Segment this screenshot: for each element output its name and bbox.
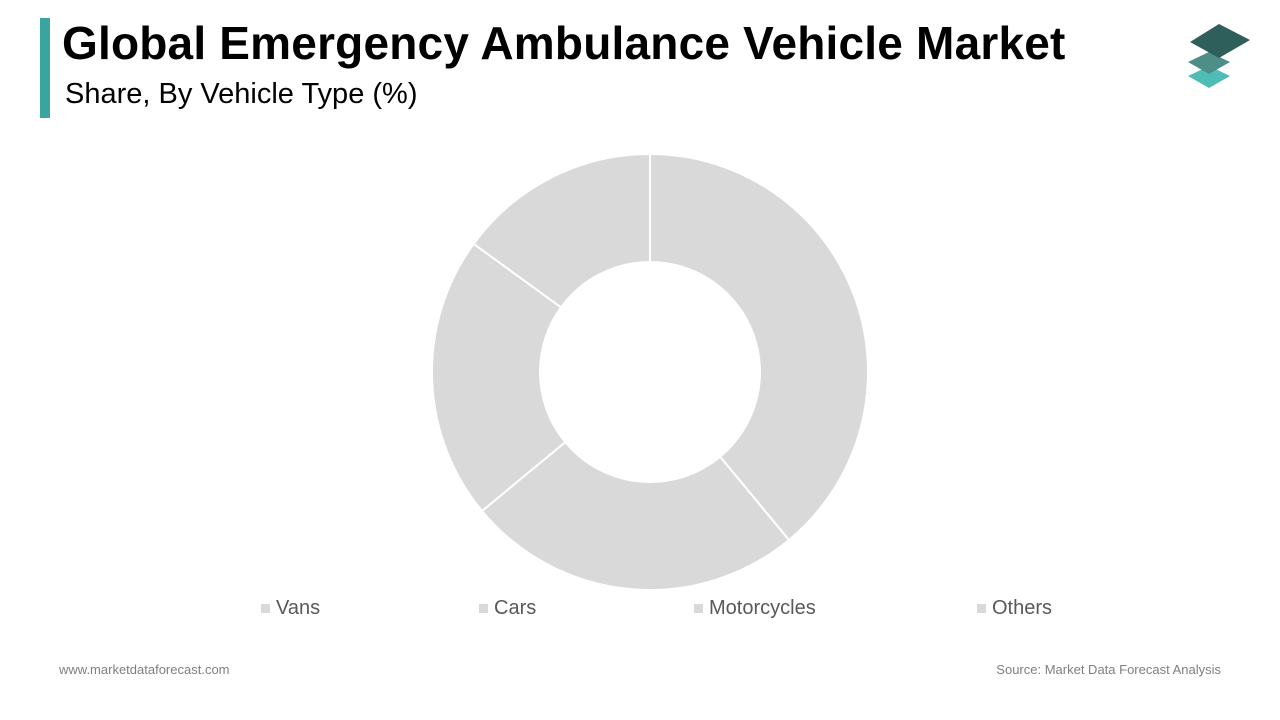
- donut-slice-vans: [649, 152, 869, 542]
- footer-website: www.marketdataforecast.com: [59, 662, 230, 677]
- legend-item-vans: Vans: [261, 596, 320, 620]
- legend-swatch: [479, 603, 488, 613]
- logo-layer-top: [1190, 24, 1250, 58]
- legend-label: Cars: [494, 596, 537, 619]
- legend-item-motorcycles: Motorcycles: [694, 596, 816, 620]
- logo-layer-bottom: [1188, 66, 1230, 88]
- donut-slice-others: [472, 152, 651, 309]
- legend-label: Motorcycles: [709, 596, 816, 619]
- legend-swatch: [261, 603, 270, 613]
- footer-source: Source: Market Data Forecast Analysis: [996, 662, 1221, 677]
- donut-slice-motorcycles: [431, 242, 567, 513]
- donut-slices: [431, 152, 869, 591]
- page-title: Global Emergency Ambulance Vehicle Marke…: [62, 17, 1066, 69]
- page-subtitle: Share, By Vehicle Type (%): [65, 78, 418, 110]
- legend-item-others: Others: [977, 596, 1052, 620]
- legend-item-cars: Cars: [479, 596, 536, 620]
- title-accent-bar: [40, 18, 50, 118]
- stacked-layers-icon: [1188, 24, 1250, 88]
- donut-slice-cars: [480, 440, 791, 591]
- legend-label: Others: [992, 596, 1053, 619]
- legend-swatch: [977, 603, 986, 613]
- legend-swatch: [694, 603, 703, 613]
- legend-label: Vans: [276, 596, 321, 619]
